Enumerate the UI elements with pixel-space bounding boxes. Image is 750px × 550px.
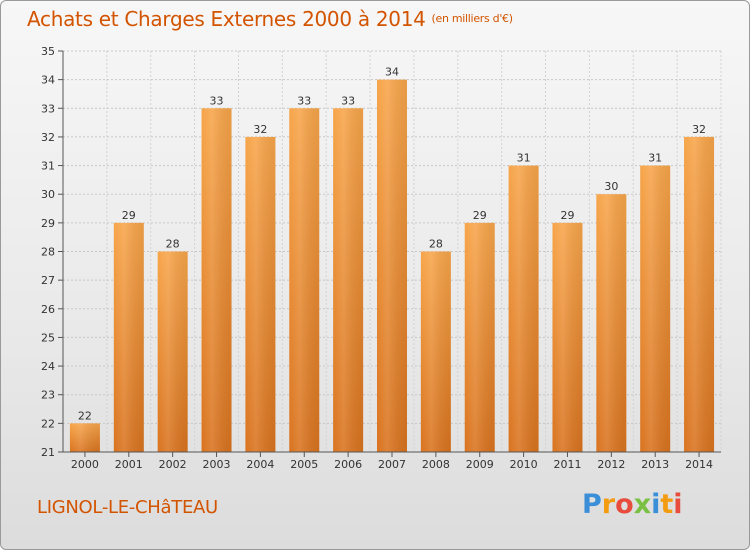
bar-value-label-2009: 29: [473, 209, 487, 222]
bar-shine-2003: [201, 108, 232, 453]
logo-letter: o: [615, 489, 634, 520]
x-tick-label-2004: 2004: [246, 458, 274, 471]
logo-letter: i: [651, 489, 661, 520]
x-tick-label-2007: 2007: [378, 458, 406, 471]
chart-title-text: Achats et Charges Externes 2000 à 2014: [27, 7, 426, 31]
x-tick-label-2005: 2005: [290, 458, 318, 471]
bar-value-label-2006: 33: [341, 94, 355, 107]
commune-name: LIGNOL-LE-CHâTEAU: [37, 497, 218, 518]
logo-letter: r: [601, 489, 616, 520]
y-tick-label-30: 30: [41, 188, 55, 201]
x-tick-label-2014: 2014: [685, 458, 713, 471]
x-tick-label-2000: 2000: [71, 458, 99, 471]
bar-shine-2000: [69, 423, 100, 452]
x-tick-label-2003: 2003: [203, 458, 231, 471]
x-tick-label-2013: 2013: [641, 458, 669, 471]
bar-shine-2007: [377, 79, 407, 453]
y-tick-label-31: 31: [41, 160, 55, 173]
proxiti-logo: Proxiti: [582, 489, 683, 520]
bar-shine-2004: [245, 136, 276, 452]
chart-subtitle: (en milliers d'€): [431, 12, 513, 25]
bar-shine-2001: [113, 222, 144, 452]
y-tick-label-27: 27: [41, 274, 55, 287]
bar-value-label-2014: 32: [692, 123, 706, 136]
y-tick-label-28: 28: [41, 246, 55, 259]
bar-shine-2012: [596, 194, 627, 452]
x-tick-label-2012: 2012: [597, 458, 625, 471]
y-tick-label-21: 21: [41, 446, 55, 459]
bar-shine-2008: [420, 251, 451, 452]
x-tick-label-2011: 2011: [553, 458, 581, 471]
x-tick-label-2010: 2010: [510, 458, 538, 471]
x-tick-label-2006: 2006: [334, 458, 362, 471]
bar-value-label-2002: 28: [166, 238, 180, 251]
x-tick-label-2008: 2008: [422, 458, 450, 471]
bar-value-label-2012: 30: [604, 180, 618, 193]
y-tick-label-33: 33: [41, 102, 55, 115]
bar-value-label-2005: 33: [297, 94, 311, 107]
bar-value-label-2001: 29: [122, 209, 136, 222]
y-tick-label-35: 35: [41, 45, 55, 58]
bar-shine-2006: [333, 108, 364, 453]
y-tick-label-34: 34: [41, 74, 55, 87]
bar-shine-2009: [464, 222, 495, 452]
bar-shine-2011: [552, 222, 583, 452]
bar-value-label-2008: 28: [429, 238, 443, 251]
x-tick-label-2009: 2009: [466, 458, 494, 471]
bar-shine-2002: [157, 251, 188, 452]
bar-shine-2010: [508, 165, 539, 453]
bar-value-label-2003: 33: [210, 94, 224, 107]
bars: [69, 79, 715, 453]
bar-shine-2005: [289, 108, 320, 453]
bar-shine-2014: [684, 136, 715, 452]
chart-title: Achats et Charges Externes 2000 à 2014 (e…: [27, 7, 513, 31]
bar-shine-2013: [640, 165, 671, 453]
logo-letter: P: [582, 489, 602, 520]
bar-value-label-2010: 31: [517, 152, 531, 165]
y-tick-label-24: 24: [41, 360, 55, 373]
y-tick-label-29: 29: [41, 217, 55, 230]
axes: 21 22 23 24 25 26 27 28 29 30 31 32 33 34 35 2000 2001 20…: [41, 45, 721, 471]
logo-letter: i: [673, 489, 683, 520]
y-tick-label-23: 23: [41, 389, 55, 402]
bar-value-label-2004: 32: [253, 123, 267, 136]
bar-value-label-2011: 29: [560, 209, 574, 222]
x-tick-label-2002: 2002: [159, 458, 187, 471]
labels: 22 29 28 33 32 33 33 34 28 29 31 29 30 31 32: [78, 66, 706, 423]
logo-letter: x: [633, 489, 652, 520]
logo-letter: t: [660, 489, 674, 520]
bar-value-label-2013: 31: [648, 152, 662, 165]
y-tick-label-22: 22: [41, 417, 55, 430]
y-tick-label-26: 26: [41, 303, 55, 316]
y-tick-label-25: 25: [41, 331, 55, 344]
x-tick-label-2001: 2001: [115, 458, 143, 471]
y-tick-label-32: 32: [41, 131, 55, 144]
bar-value-label-2000: 22: [78, 409, 92, 422]
bar-value-label-2007: 34: [385, 66, 399, 79]
